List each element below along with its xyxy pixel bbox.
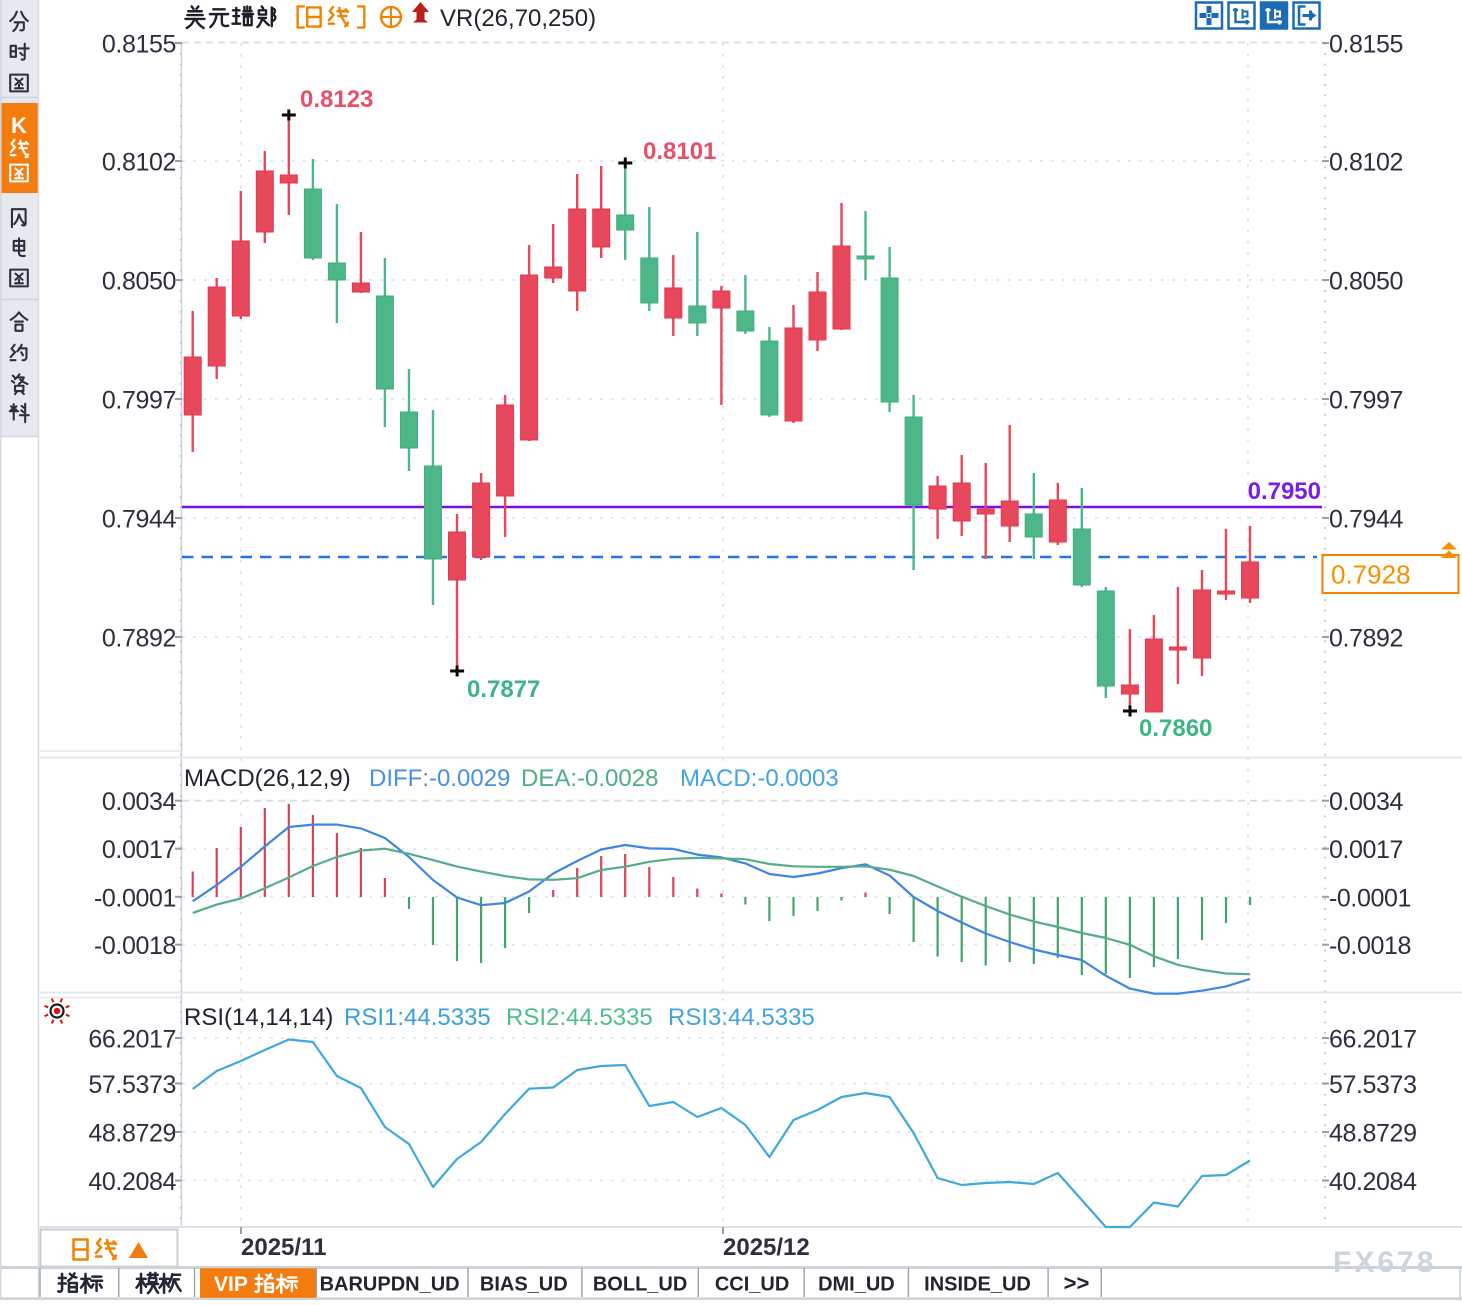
svg-text:0.8155: 0.8155 — [1329, 31, 1403, 59]
svg-text:0.7892: 0.7892 — [102, 625, 176, 653]
svg-text:57.5373: 57.5373 — [88, 1071, 176, 1099]
svg-text:INSIDE_UD: INSIDE_UD — [924, 1274, 1031, 1296]
svg-text:0.7997: 0.7997 — [1329, 387, 1403, 415]
svg-text:66.2017: 66.2017 — [88, 1026, 176, 1054]
svg-text:>>: >> — [1064, 1271, 1090, 1296]
svg-text:DEA:-0.0028: DEA:-0.0028 — [521, 765, 658, 792]
svg-text:0.8050: 0.8050 — [1329, 268, 1403, 296]
svg-text:0.8050: 0.8050 — [102, 268, 176, 296]
svg-text:0.7997: 0.7997 — [102, 387, 176, 415]
svg-text:RSI3:44.5335: RSI3:44.5335 — [668, 1004, 815, 1031]
svg-text:RSI1:44.5335: RSI1:44.5335 — [344, 1004, 491, 1031]
svg-text:0.7950: 0.7950 — [1248, 478, 1321, 505]
svg-text:BARUPDN_UD: BARUPDN_UD — [320, 1274, 460, 1296]
svg-text:0.0017: 0.0017 — [1329, 836, 1403, 864]
svg-text:DMI_UD: DMI_UD — [818, 1274, 895, 1296]
svg-text:VIP: VIP — [214, 1273, 248, 1296]
svg-text:K: K — [11, 113, 27, 138]
svg-text:48.8729: 48.8729 — [88, 1120, 176, 1148]
svg-text:CCI_UD: CCI_UD — [715, 1274, 789, 1296]
svg-text:RSI(14,14,14): RSI(14,14,14) — [184, 1004, 333, 1031]
svg-text:MACD:-0.0003: MACD:-0.0003 — [680, 765, 839, 792]
svg-text:66.2017: 66.2017 — [1329, 1026, 1417, 1054]
svg-text:MACD(26,12,9): MACD(26,12,9) — [184, 765, 351, 792]
svg-text:-0.0018: -0.0018 — [94, 932, 176, 960]
svg-text:0.8155: 0.8155 — [102, 31, 176, 59]
svg-text:-0.0001: -0.0001 — [94, 884, 176, 912]
svg-text:0.7944: 0.7944 — [102, 506, 177, 534]
svg-text:0.7877: 0.7877 — [467, 676, 540, 703]
svg-text:VR(26,70,250): VR(26,70,250) — [440, 5, 596, 32]
svg-text:RSI2:44.5335: RSI2:44.5335 — [506, 1004, 653, 1031]
svg-text:0.8123: 0.8123 — [300, 86, 373, 113]
svg-text:0.7928: 0.7928 — [1331, 560, 1411, 590]
svg-text:0.8102: 0.8102 — [102, 149, 176, 177]
svg-text:BIAS_UD: BIAS_UD — [480, 1274, 568, 1296]
svg-text:40.2084: 40.2084 — [88, 1168, 176, 1196]
svg-text:2025/11: 2025/11 — [241, 1234, 326, 1261]
svg-text:2025/12: 2025/12 — [723, 1234, 810, 1261]
svg-text:0.7944: 0.7944 — [1329, 506, 1404, 534]
svg-text:FX678: FX678 — [1333, 1246, 1436, 1279]
svg-text:48.8729: 48.8729 — [1329, 1120, 1417, 1148]
svg-text:DIFF:-0.0029: DIFF:-0.0029 — [369, 765, 510, 792]
svg-text:0.0034: 0.0034 — [102, 788, 177, 816]
svg-text:-0.0001: -0.0001 — [1329, 884, 1411, 912]
svg-text:40.2084: 40.2084 — [1329, 1168, 1417, 1196]
svg-text:BOLL_UD: BOLL_UD — [593, 1274, 687, 1296]
svg-text:0.0017: 0.0017 — [102, 836, 176, 864]
svg-text:-0.0018: -0.0018 — [1329, 932, 1411, 960]
svg-text:57.5373: 57.5373 — [1329, 1071, 1417, 1099]
svg-text:0.8101: 0.8101 — [643, 138, 716, 165]
svg-text:0.7860: 0.7860 — [1139, 715, 1212, 742]
svg-text:0.7892: 0.7892 — [1329, 625, 1403, 653]
svg-text:0.0034: 0.0034 — [1329, 788, 1404, 816]
svg-text:0.8102: 0.8102 — [1329, 149, 1403, 177]
